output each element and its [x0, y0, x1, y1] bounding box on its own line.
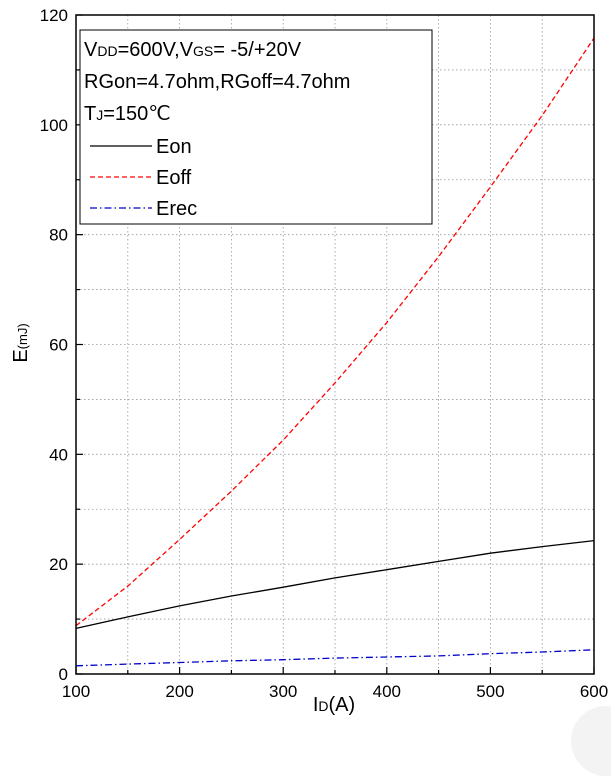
x-tick-label: 500: [476, 682, 504, 701]
cond-1-sub-2: GS: [193, 43, 213, 59]
y-axis-title-main: E: [10, 349, 32, 362]
y-axis-title: E(mJ): [10, 323, 32, 362]
grid: [76, 15, 594, 674]
y-tick-label: 100: [40, 116, 68, 135]
x-tick-label: 600: [580, 682, 608, 701]
y-tick-label: 0: [59, 665, 68, 684]
legend-items: Eon Eoff Erec: [90, 136, 197, 220]
series-line-eon: [75, 539, 595, 630]
y-tick-label: 20: [49, 555, 68, 574]
x-axis-title-unit: (A): [329, 694, 356, 716]
legend-condition-2: RGon=4.7ohm,RGoff=4.7ohm: [84, 71, 350, 93]
series-line-erec: [75, 649, 595, 667]
x-tick-label: 100: [62, 682, 90, 701]
legend-condition-3: TJ=150℃: [84, 103, 171, 125]
series-line-eoff: [75, 37, 595, 627]
legend-condition-1: VDD=600V,VGS= -5/+20V: [84, 39, 302, 61]
y-tick-label: 120: [40, 6, 68, 25]
legend-label-erec: Erec: [156, 198, 197, 220]
cond-1-main-3: = -5/+20V: [213, 39, 302, 61]
legend: VDD=600V,VGS= -5/+20V RGon=4.7ohm,RGoff=…: [79, 29, 433, 225]
x-axis-title-sub: D: [318, 698, 328, 714]
x-axis-title-main: I: [313, 694, 319, 716]
cond-3-rest: =150℃: [103, 103, 171, 125]
y-axis-title-unit: (mJ): [15, 323, 30, 349]
y-tick-label: 40: [49, 445, 68, 464]
cond-1-main-2: =600V,V: [118, 39, 194, 61]
x-tick-label: 200: [165, 682, 193, 701]
cond-3-sub: J: [96, 107, 103, 123]
cond-3-main: T: [84, 103, 96, 125]
legend-label-eoff: Eoff: [156, 167, 192, 189]
x-tick-label: 300: [269, 682, 297, 701]
series-layer: [75, 37, 595, 667]
cond-1-sub-1: DD: [97, 43, 117, 59]
legend-label-eon: Eon: [156, 136, 192, 158]
y-tick-label: 60: [49, 336, 68, 355]
legend-box: [79, 29, 433, 225]
x-tick-label: 400: [373, 682, 401, 701]
cond-1-main-1: V: [84, 39, 98, 61]
x-axis-title: ID(A): [313, 694, 355, 716]
tick-labels: 100 200 300 400 500 600 0 20 40 60 80 100 120: [40, 6, 609, 701]
y-tick-label: 80: [49, 226, 68, 245]
ticks: [75, 14, 595, 675]
